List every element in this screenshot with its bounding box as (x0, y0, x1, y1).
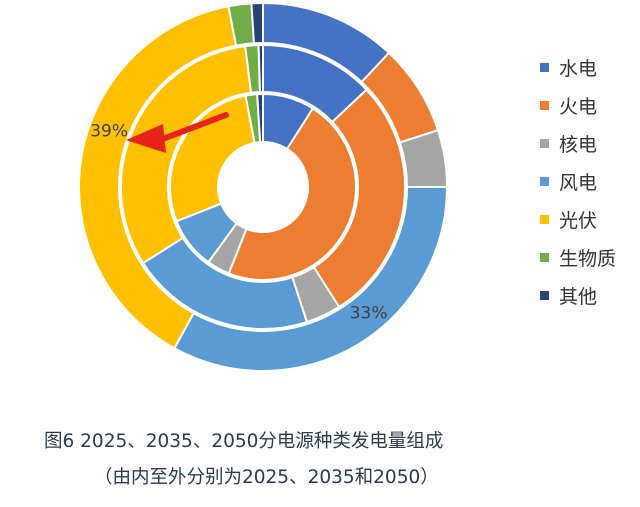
legend-item-thermal: 火电 (540, 92, 616, 118)
legend-label-nuclear: 核电 (559, 133, 598, 156)
slice-middle-solar (120, 45, 253, 265)
legend-label-biomass: 生物质 (559, 247, 617, 270)
slice-inner-other (256, 92, 264, 144)
slice-middle-thermal (312, 88, 406, 309)
chart-legend: 水电 火电 核电 风电 光伏 生物质 其他 (540, 54, 616, 320)
legend-label-hydro: 水电 (559, 57, 598, 80)
annotation-arrow-shaft (157, 112, 229, 143)
caption-title: 图6 2025、2035、2050分电源种类发电量组成 (44, 431, 444, 452)
nested-donut-chart: 39% 33% (78, 1, 449, 372)
annotation-arrow (126, 112, 229, 153)
legend-label-wind: 风电 (559, 171, 598, 194)
legend-swatch-hydro (540, 62, 549, 72)
legend-swatch-biomass (540, 252, 549, 262)
legend-item-hydro: 水电 (540, 54, 616, 80)
legend-label-solar: 光伏 (559, 209, 598, 232)
legend-label-thermal: 火电 (559, 95, 598, 118)
legend-swatch-nuclear (540, 138, 549, 148)
legend-swatch-solar (540, 214, 549, 224)
legend-item-wind: 风电 (540, 168, 616, 194)
slice-inner-solar (169, 94, 256, 223)
legend-item-nuclear: 核电 (540, 130, 616, 156)
legend-label-other: 其他 (559, 285, 598, 308)
data-label-wind: 33% (350, 303, 388, 323)
caption-subtitle: （由内至外分别为2025、2035和2050） (94, 467, 439, 488)
legend-swatch-other (540, 290, 549, 300)
data-label-solar: 39% (90, 121, 128, 141)
legend-item-biomass: 生物质 (540, 244, 616, 270)
annotation-arrow-head (126, 124, 166, 153)
legend-swatch-wind (540, 176, 549, 186)
legend-item-other: 其他 (540, 282, 616, 308)
slice-inner-thermal (227, 107, 357, 281)
legend-swatch-thermal (540, 100, 549, 110)
figure-caption: 图6 2025、2035、2050分电源种类发电量组成 （由内至外分别为2025… (44, 428, 443, 492)
slice-outer-other (250, 1, 264, 45)
slice-middle-other (257, 43, 264, 94)
legend-item-solar: 光伏 (540, 206, 616, 232)
